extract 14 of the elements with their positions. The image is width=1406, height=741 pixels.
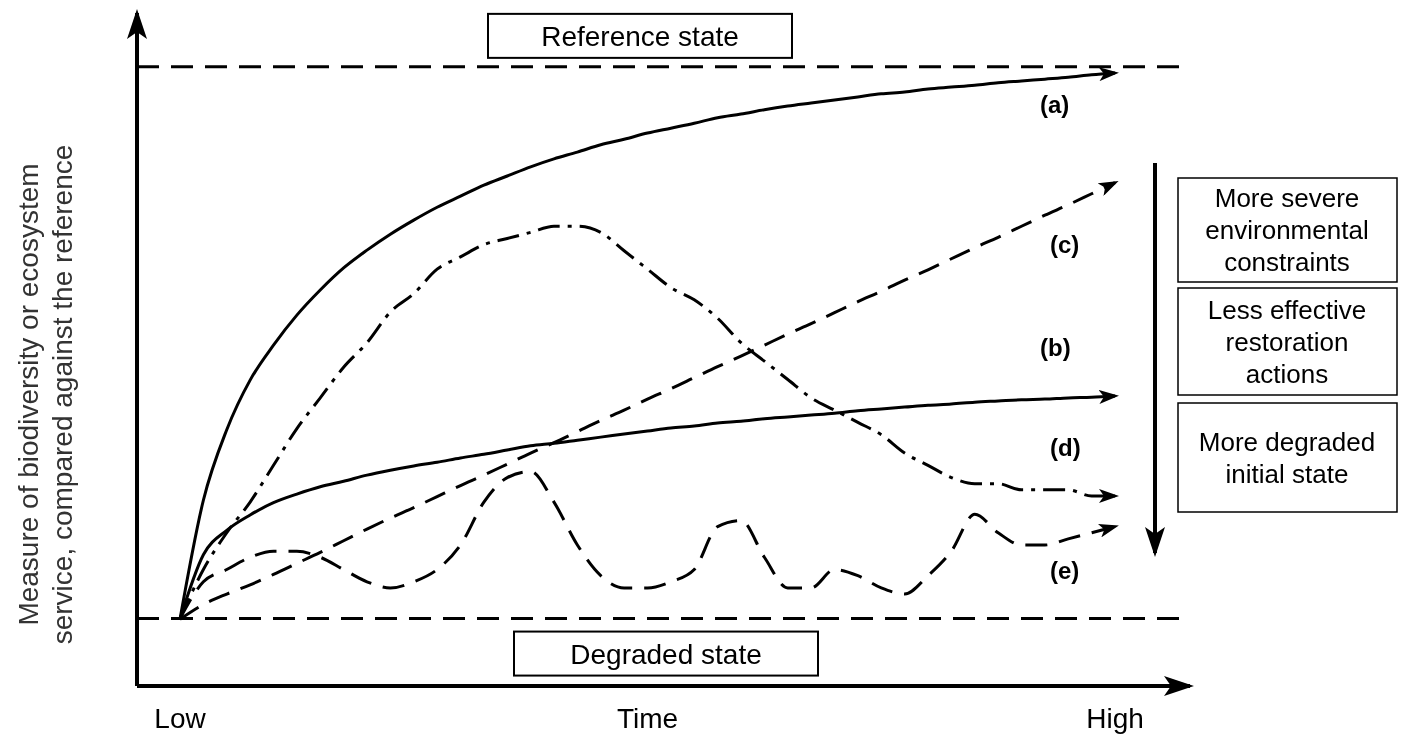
text: Less effective restoration actions	[1207, 294, 1367, 389]
y-axis-title: Measure of biodiversity or ecosystem service, compared against the reference	[13, 144, 78, 645]
ref-line-label: Degraded state	[570, 638, 762, 670]
series-label: (c)	[1050, 230, 1080, 258]
text: More degraded initial state	[1198, 426, 1376, 489]
ref-line-label: Reference state	[541, 20, 739, 52]
series-label: (b)	[1040, 334, 1071, 362]
text: More severe environmental constraints	[1205, 183, 1369, 277]
x-tick-label: High	[1086, 703, 1144, 734]
series-label: (d)	[1050, 433, 1081, 461]
series-label: (a)	[1040, 91, 1070, 118]
x-tick-label: Low	[154, 703, 207, 734]
series-label: (e)	[1050, 556, 1080, 584]
x-axis-title: Time	[616, 703, 679, 734]
